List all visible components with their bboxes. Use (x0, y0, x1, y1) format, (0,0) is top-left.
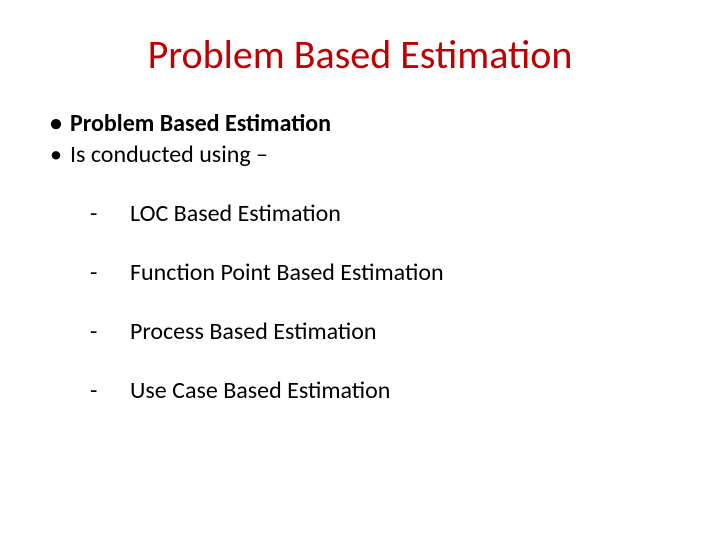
sub-list: - LOC Based Estimation - Function Point … (40, 199, 680, 405)
sub-item: - LOC Based Estimation (90, 199, 680, 228)
sub-text: Use Case Based Estimation (130, 376, 390, 405)
sub-marker: - (90, 376, 130, 405)
sub-marker: - (90, 258, 130, 287)
slide: Problem Based Estimation Problem Based E… (0, 0, 720, 540)
sub-marker: - (90, 317, 130, 346)
bullet-item: Problem Based Estimation (40, 109, 680, 138)
sub-item: - Process Based Estimation (90, 317, 680, 346)
sub-text: Process Based Estimation (130, 317, 377, 346)
sub-text: Function Point Based Estimation (130, 258, 444, 287)
bullet-list: Problem Based Estimation Is conducted us… (40, 109, 680, 169)
sub-marker: - (90, 199, 130, 228)
sub-text: LOC Based Estimation (130, 199, 341, 228)
sub-item: - Use Case Based Estimation (90, 376, 680, 405)
slide-title: Problem Based Estimation (40, 30, 680, 79)
bullet-item: Is conducted using – (40, 140, 680, 169)
sub-item: - Function Point Based Estimation (90, 258, 680, 287)
